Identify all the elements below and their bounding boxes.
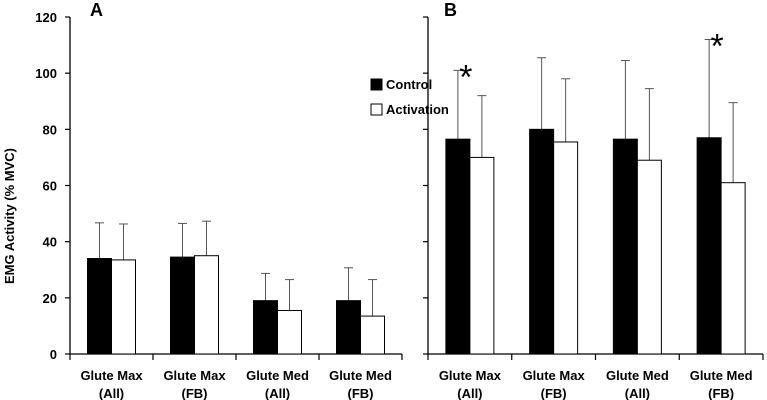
bar-control	[445, 138, 471, 355]
panel-a: A 0 20 40 60 80 100 120 Glute Max (All) Glute Max (…	[35, 0, 403, 400]
bar-control	[253, 300, 278, 355]
panel-b: B Glute Max (All) Glute Max (FB) Glute Med (Al…	[423, 0, 764, 400]
category-label: (FB)	[182, 386, 208, 400]
category-label: (All)	[457, 386, 482, 400]
y-tick-label-40: 40	[43, 235, 57, 250]
legend-swatch-control	[370, 78, 383, 91]
category-label: (FB)	[348, 386, 374, 400]
bar-activation	[720, 182, 746, 355]
bar-control	[612, 138, 638, 355]
category-label: (All)	[99, 386, 124, 400]
significance-marker: *	[459, 58, 472, 96]
y-axis-label: EMG Activity (% MVC)	[2, 148, 17, 284]
category-label: Glute Max	[523, 368, 586, 383]
bar-control	[696, 137, 722, 355]
legend-swatch-activation	[370, 103, 383, 116]
y-tick-label-60: 60	[43, 179, 57, 194]
category-label: Glute Med	[329, 368, 392, 383]
category-label: Glute Med	[606, 368, 669, 383]
bar-activation	[553, 141, 579, 355]
panel-label-a: A	[90, 0, 103, 20]
category-label: Glute Max	[439, 368, 502, 383]
y-tick-label-20: 20	[43, 291, 57, 306]
bar-control	[336, 300, 361, 355]
bar-activation	[636, 159, 662, 355]
category-label: (FB)	[708, 386, 734, 400]
category-label: (All)	[625, 386, 650, 400]
category-label: (FB)	[541, 386, 567, 400]
legend-label-activation: Activation	[386, 102, 449, 117]
category-label: (All)	[265, 386, 290, 400]
significance-marker: *	[711, 27, 724, 65]
bar-activation	[469, 156, 495, 355]
bar-control	[87, 258, 112, 355]
bar-activation	[277, 309, 302, 355]
bar-control	[529, 128, 555, 355]
legend: Control Activation	[370, 77, 449, 117]
bar-control	[170, 256, 195, 355]
y-tick-label-80: 80	[43, 122, 57, 137]
category-label: Glute Med	[246, 368, 309, 383]
category-label: Glute Max	[163, 368, 226, 383]
bar-activation	[194, 255, 219, 355]
bar-activation	[360, 315, 385, 355]
panel-label-b: B	[444, 0, 457, 20]
category-label: Glute Max	[80, 368, 143, 383]
bar-activation	[111, 259, 136, 355]
y-tick-label-100: 100	[35, 66, 57, 81]
category-label: Glute Med	[690, 368, 753, 383]
legend-label-control: Control	[386, 77, 432, 92]
y-tick-label-0: 0	[50, 347, 57, 362]
y-tick-label-120: 120	[35, 10, 57, 25]
